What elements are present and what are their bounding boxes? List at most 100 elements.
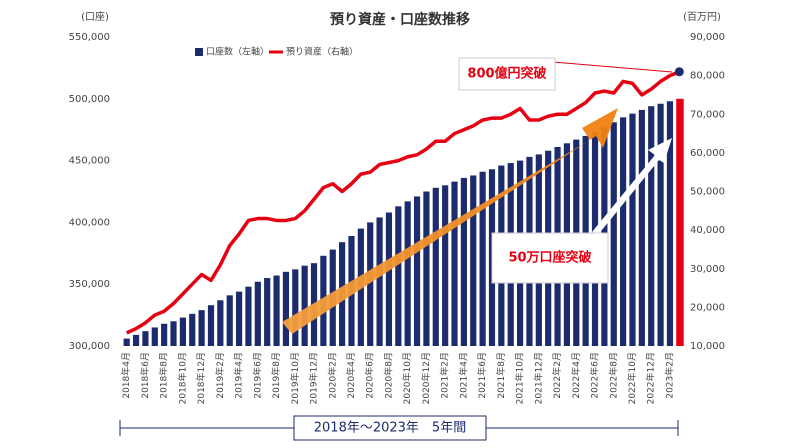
bar: [367, 222, 374, 346]
x-tick-label: 2019年8月: [270, 352, 282, 399]
y2-tick-label: 20,000: [690, 302, 725, 313]
legend-label: 預り資産（右軸）: [286, 46, 358, 58]
x-tick-label: 2022年6月: [589, 352, 601, 399]
bar: [170, 321, 177, 346]
bar: [198, 310, 205, 346]
x-tick-label: 2020年12月: [420, 352, 432, 404]
y2-tick-label: 40,000: [690, 225, 725, 236]
x-tick-label: 2020年6月: [364, 352, 376, 399]
x-tick-label: 2021年4月: [457, 352, 469, 399]
legend-swatch: [195, 48, 203, 56]
end-marker: [674, 67, 684, 77]
x-tick-label: 2022年2月: [551, 352, 563, 399]
y-tick-label: 550,000: [69, 32, 110, 43]
x-tick-label: 2023年2月: [663, 352, 675, 399]
x-tick-label: 2018年10月: [176, 352, 188, 404]
x-tick-label: 2019年4月: [233, 352, 245, 399]
white-arrow: [592, 138, 672, 236]
bar: [151, 327, 158, 346]
x-tick-label: 2019年10月: [289, 352, 301, 404]
y-axis-title: (口座): [81, 10, 109, 23]
bar: [282, 271, 290, 346]
bar: [217, 300, 224, 346]
bar: [423, 191, 430, 346]
x-tick-label: 2020年8月: [382, 352, 394, 399]
bar: [376, 217, 383, 346]
bar: [264, 278, 271, 346]
chart-title: 預り資産・口座数推移: [330, 11, 470, 28]
bar: [189, 313, 196, 346]
bar: [142, 331, 149, 346]
trend-arrow: [282, 108, 618, 334]
x-tick-label: 2019年6月: [251, 352, 263, 399]
callout-box: [458, 57, 556, 91]
x-tick-label: 2021年10月: [514, 352, 526, 404]
bar: [629, 113, 636, 346]
legend-label: 口座数（左軸）: [206, 46, 269, 58]
bar: [638, 109, 645, 346]
bar: [273, 275, 280, 346]
x-tick-label: 2020年10月: [401, 352, 413, 404]
x-tick-label: 2020年4月: [345, 352, 357, 399]
bar: [254, 281, 261, 346]
bar: [226, 295, 233, 346]
x-tick-label: 2018年8月: [158, 352, 170, 399]
x-tick-label: 2021年12月: [532, 352, 544, 404]
bar: [123, 338, 130, 346]
period-box: [293, 415, 487, 441]
period-label: 2018年～2023年 5年間: [314, 421, 466, 436]
bar: [460, 177, 467, 346]
bar: [207, 305, 215, 346]
y-tick-label: 500,000: [69, 94, 110, 105]
bar: [385, 212, 393, 346]
bar: [666, 101, 674, 346]
x-tick-label: 2020年2月: [326, 352, 338, 399]
x-tick-label: 2018年12月: [195, 352, 207, 404]
bar: [479, 171, 486, 346]
bar: [620, 117, 627, 346]
bar: [404, 201, 411, 346]
bar: [676, 98, 684, 346]
line: [125, 70, 680, 335]
bar: [301, 265, 308, 346]
bar: [245, 286, 252, 346]
bar: [470, 175, 477, 346]
annotation: 800億円突破: [467, 66, 546, 82]
callout-line: [552, 61, 673, 73]
y-tick-label: 300,000: [69, 341, 110, 352]
y2-tick-label: 70,000: [690, 109, 725, 120]
x-tick-label: 2022年10月: [626, 352, 638, 404]
bar: [648, 106, 655, 346]
y2-tick-label: 10,000: [690, 341, 725, 352]
bar: [442, 185, 449, 346]
x-tick-label: 2021年2月: [439, 352, 451, 399]
bar: [292, 269, 299, 346]
x-tick-label: 2018年4月: [120, 352, 132, 399]
x-tick-label: 2019年12月: [308, 352, 320, 404]
x-tick-label: 2021年8月: [495, 352, 507, 399]
x-tick-label: 2018年6月: [139, 352, 151, 399]
annotation: 50万口座突破: [508, 250, 591, 266]
y2-axis-title: (百万円): [683, 11, 721, 23]
y-tick-label: 400,000: [69, 217, 110, 228]
bar: [451, 181, 458, 346]
plot: 300,000 350,000 400,000 450,000 500,000 550,0…: [69, 32, 725, 404]
bar: [132, 334, 140, 346]
y2-tick-label: 30,000: [690, 264, 725, 275]
y-tick-label: 350,000: [69, 279, 110, 290]
callout-box: [491, 232, 609, 284]
x-tick-label: 2022年4月: [570, 352, 582, 399]
bar: [161, 323, 168, 346]
x-tick-label: 2022年8月: [607, 352, 619, 399]
x-tick-label: 2021年6月: [476, 352, 488, 399]
bar: [657, 103, 664, 346]
y2-tick-label: 80,000: [690, 71, 725, 82]
y2-tick-label: 50,000: [690, 187, 725, 198]
bar: [610, 122, 617, 346]
y2-tick-label: 90,000: [690, 32, 725, 43]
x-tick-label: 2022年12月: [645, 352, 657, 404]
bar: [235, 291, 243, 346]
bar: [179, 317, 186, 346]
bar: [432, 187, 439, 346]
